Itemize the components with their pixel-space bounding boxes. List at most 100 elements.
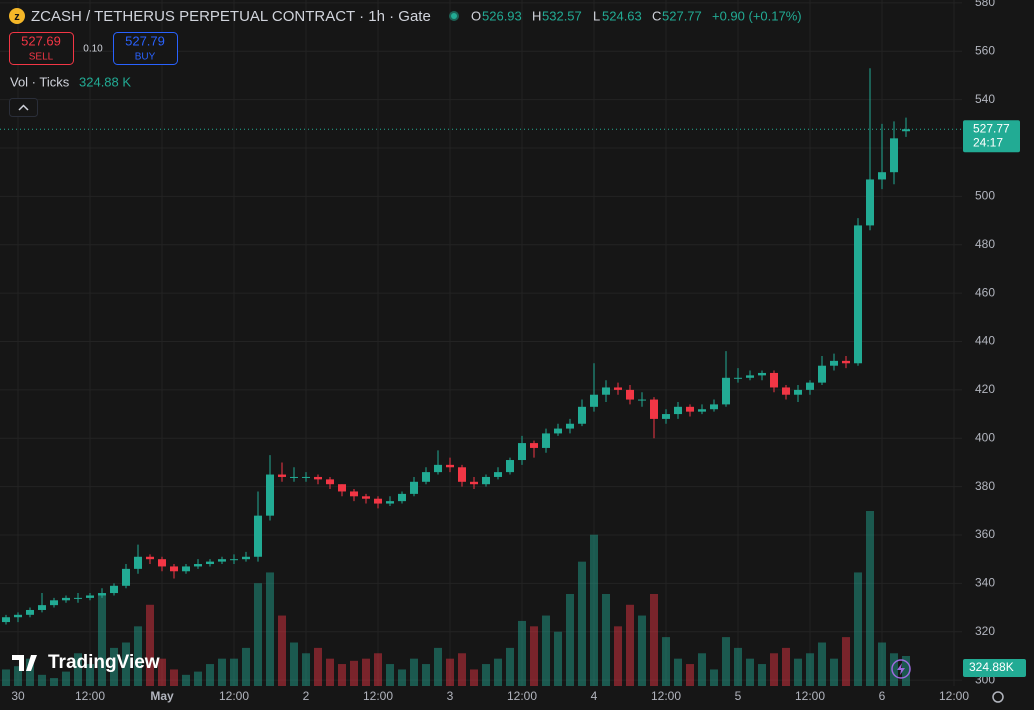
candle-body [890, 138, 898, 173]
volume-bar [674, 658, 682, 691]
volume-bar [374, 653, 382, 691]
volume-bar [38, 674, 46, 691]
y-tick-label: 580 [975, 0, 995, 9]
candle-body [506, 460, 514, 473]
volume-bar [506, 647, 514, 691]
candle-body [170, 566, 178, 572]
buy-price: 527.79 [125, 33, 165, 48]
candle-body [818, 365, 826, 383]
candle-body [494, 472, 502, 477]
volume-bar [122, 642, 130, 691]
volume-bar [554, 631, 562, 691]
candle-body [770, 372, 778, 388]
volume-bar [470, 669, 478, 691]
candle-body [230, 559, 238, 561]
candle-body [38, 605, 46, 610]
lightning-button[interactable] [891, 659, 911, 679]
candle-body [206, 561, 214, 565]
x-tick-label: May [150, 689, 174, 703]
volume-bar [362, 658, 370, 691]
volume-bar [266, 572, 274, 691]
status-dot [451, 13, 457, 19]
candle-body [194, 564, 202, 567]
x-tick-label: 12:00 [795, 689, 825, 703]
settings-button[interactable] [992, 691, 1004, 703]
candle-body [266, 474, 274, 516]
volume-bar [878, 642, 886, 691]
buy-button[interactable] [113, 32, 178, 65]
ohlc-label: C [652, 8, 661, 23]
candle-body [62, 597, 70, 601]
candle-body [74, 597, 82, 599]
volume-bar [86, 664, 94, 691]
volume-bar [758, 664, 766, 691]
candle-body [434, 464, 442, 473]
change: +0.90 (+0.17%) [712, 8, 802, 23]
countdown: 24:17 [973, 135, 1003, 149]
candle-body [554, 428, 562, 434]
candle-body [158, 559, 166, 567]
volume-bar [614, 626, 622, 691]
candle-body [122, 568, 130, 586]
candle-body [422, 472, 430, 482]
candle-body [602, 387, 610, 395]
volume-bar [50, 678, 58, 691]
y-tick-label: 340 [975, 576, 995, 590]
volume-bar [890, 653, 898, 691]
volume-bar [662, 637, 670, 691]
ohlc-value: 527.77 [662, 8, 702, 23]
candle-body [2, 617, 10, 623]
x-tick-label: 12:00 [75, 689, 105, 703]
candle-body [350, 491, 358, 497]
chart-title: ZCASH / TETHERUS PERPETUAL CONTRACT · 1h… [31, 8, 431, 25]
x-tick-label: 6 [879, 689, 886, 703]
candle-body [146, 556, 154, 560]
candle-body [518, 443, 526, 461]
volume-bar [230, 658, 238, 691]
time-axis [0, 686, 1034, 710]
candle-body [110, 585, 118, 594]
candle-body [878, 172, 886, 180]
sell-label: SELL [29, 52, 54, 63]
sell-button[interactable] [9, 32, 74, 65]
volume-bar [782, 647, 790, 691]
volume-bar [134, 626, 142, 691]
candle-body [446, 464, 454, 468]
candle-body [470, 481, 478, 485]
volume-badge [963, 659, 1026, 677]
candle-body [218, 559, 226, 562]
volume-bar [494, 658, 502, 691]
candle-body [14, 614, 22, 618]
candle-body [242, 556, 250, 560]
candle-body [362, 496, 370, 499]
volume-bar [422, 664, 430, 691]
candle-body [338, 484, 346, 492]
volume-bar [218, 658, 226, 691]
y-tick-label: 400 [975, 430, 995, 444]
volume-bar [854, 572, 862, 691]
x-tick-label: 12:00 [363, 689, 393, 703]
volume-bar [314, 647, 322, 691]
price-badge-value: 527.77 [973, 121, 1010, 135]
volume-bar [746, 658, 754, 691]
collapse-button[interactable] [9, 98, 38, 117]
volume-bar [326, 658, 334, 691]
volume-bar [806, 653, 814, 691]
candle-body [530, 443, 538, 448]
y-tick-label: 380 [975, 479, 995, 493]
candle-body [854, 225, 862, 364]
candle-body [98, 593, 106, 596]
volume-title: Vol · Ticks [10, 74, 70, 89]
candle-body [902, 129, 910, 132]
y-tick-label: 500 [975, 189, 995, 203]
x-tick-label: 2 [303, 689, 310, 703]
volume-bar [182, 674, 190, 691]
volume-bar [146, 604, 154, 691]
volume-bar [434, 647, 442, 691]
y-tick-label: 480 [975, 237, 995, 251]
candle-body [326, 479, 334, 485]
candle-body [542, 433, 550, 448]
y-tick-label: 360 [975, 527, 995, 541]
volume-bar [278, 615, 286, 691]
